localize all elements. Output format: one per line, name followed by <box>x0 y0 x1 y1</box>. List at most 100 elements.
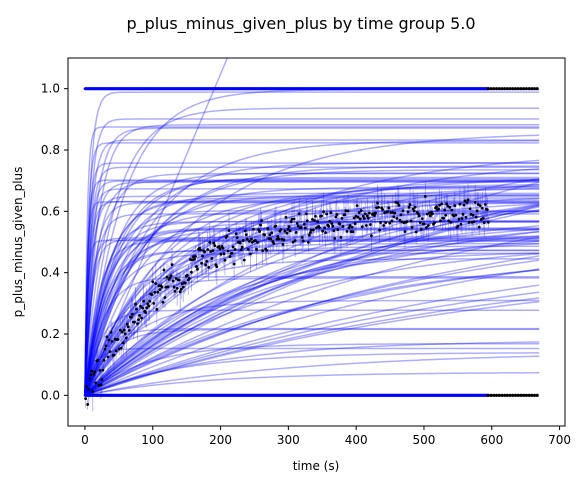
mean-point <box>310 228 313 232</box>
mean-point <box>320 214 323 218</box>
mean-point <box>248 252 252 256</box>
fitted-curve <box>84 309 540 396</box>
mean-point <box>153 290 157 294</box>
x-tick-label: 400 <box>345 433 368 447</box>
mean-point <box>274 224 278 228</box>
mean-point <box>475 209 479 213</box>
binary-point <box>505 393 509 397</box>
x-tick-label: 0 <box>81 433 89 447</box>
mean-point <box>485 208 489 211</box>
mean-point <box>363 212 367 216</box>
fitted-curve <box>84 209 540 396</box>
mean-point <box>397 203 401 207</box>
binary-point <box>505 87 509 91</box>
mean-point <box>299 226 303 229</box>
fitted-curve <box>84 372 540 397</box>
fitted-curve <box>84 210 540 396</box>
mean-point <box>171 279 175 283</box>
fitted-curve <box>84 139 540 396</box>
mean-point <box>156 290 160 294</box>
mean-point <box>359 209 363 212</box>
mean-point <box>169 274 173 278</box>
mean-point <box>222 252 226 256</box>
mean-point <box>125 322 129 326</box>
mean-point <box>285 231 289 235</box>
mean-point <box>353 222 357 225</box>
fitted-curve <box>84 203 540 396</box>
mean-point <box>388 221 392 225</box>
fitted-curve <box>84 180 540 396</box>
fitted-curve <box>84 118 540 396</box>
mean-point <box>116 338 120 341</box>
mean-point <box>228 255 232 258</box>
mean-point <box>227 229 231 232</box>
mean-point <box>307 233 311 237</box>
mean-point <box>471 213 475 217</box>
binary-point <box>508 393 512 397</box>
mean-point <box>225 234 229 238</box>
mean-point <box>444 213 448 217</box>
binary-point <box>500 393 504 397</box>
mean-point <box>347 226 351 230</box>
mean-point <box>121 341 125 345</box>
mean-point <box>361 214 365 218</box>
mean-point <box>86 403 90 406</box>
fitted-curve <box>84 142 540 396</box>
mean-point <box>223 258 227 262</box>
fitted-curve <box>84 91 540 396</box>
mean-point <box>378 228 381 232</box>
fitted-curve <box>84 181 540 396</box>
mean-point <box>137 318 140 322</box>
mean-point <box>437 207 440 211</box>
binary-point <box>535 393 539 397</box>
mean-point <box>407 205 411 209</box>
fitted-curve <box>84 192 540 396</box>
mean-point <box>89 373 93 377</box>
fitted-curve <box>84 184 540 396</box>
mean-point <box>314 214 317 218</box>
mean-point <box>329 211 333 215</box>
mean-point <box>419 228 423 231</box>
mean-point <box>291 240 295 244</box>
mean-point <box>328 219 332 223</box>
mean-point <box>162 268 166 272</box>
mean-point <box>459 222 463 226</box>
binary-observations <box>83 87 539 397</box>
fitted-curve <box>84 179 540 396</box>
x-axis-label: time (s) <box>293 459 340 473</box>
mean-point <box>343 213 347 217</box>
binary-point <box>492 393 496 397</box>
mean-point <box>417 214 421 218</box>
mean-point <box>168 276 172 280</box>
mean-point <box>390 219 394 223</box>
mean-point <box>140 316 143 320</box>
mean-point <box>201 254 204 258</box>
mean-point <box>252 227 255 231</box>
mean-point <box>443 208 447 212</box>
mean-point <box>112 353 116 357</box>
mean-point <box>382 224 386 227</box>
mean-point <box>172 285 176 289</box>
mean-point <box>219 252 223 256</box>
mean-point <box>193 257 196 261</box>
mean-point <box>325 212 329 216</box>
binary-point <box>492 87 496 91</box>
mean-point <box>386 210 390 214</box>
binary-point <box>486 393 490 397</box>
mean-point <box>270 231 274 235</box>
mean-point <box>246 247 250 251</box>
mean-point <box>124 336 128 340</box>
mean-point <box>108 350 112 354</box>
mean-point <box>239 248 243 252</box>
mean-point <box>433 221 436 225</box>
mean-point <box>366 216 370 220</box>
mean-point <box>260 219 263 222</box>
fitted-curve <box>84 126 540 396</box>
mean-point <box>284 215 288 219</box>
mean-point <box>422 222 426 226</box>
mean-point <box>379 221 382 224</box>
fitted-curve <box>84 213 540 396</box>
mean-point <box>465 201 469 205</box>
mean-point <box>100 378 104 382</box>
